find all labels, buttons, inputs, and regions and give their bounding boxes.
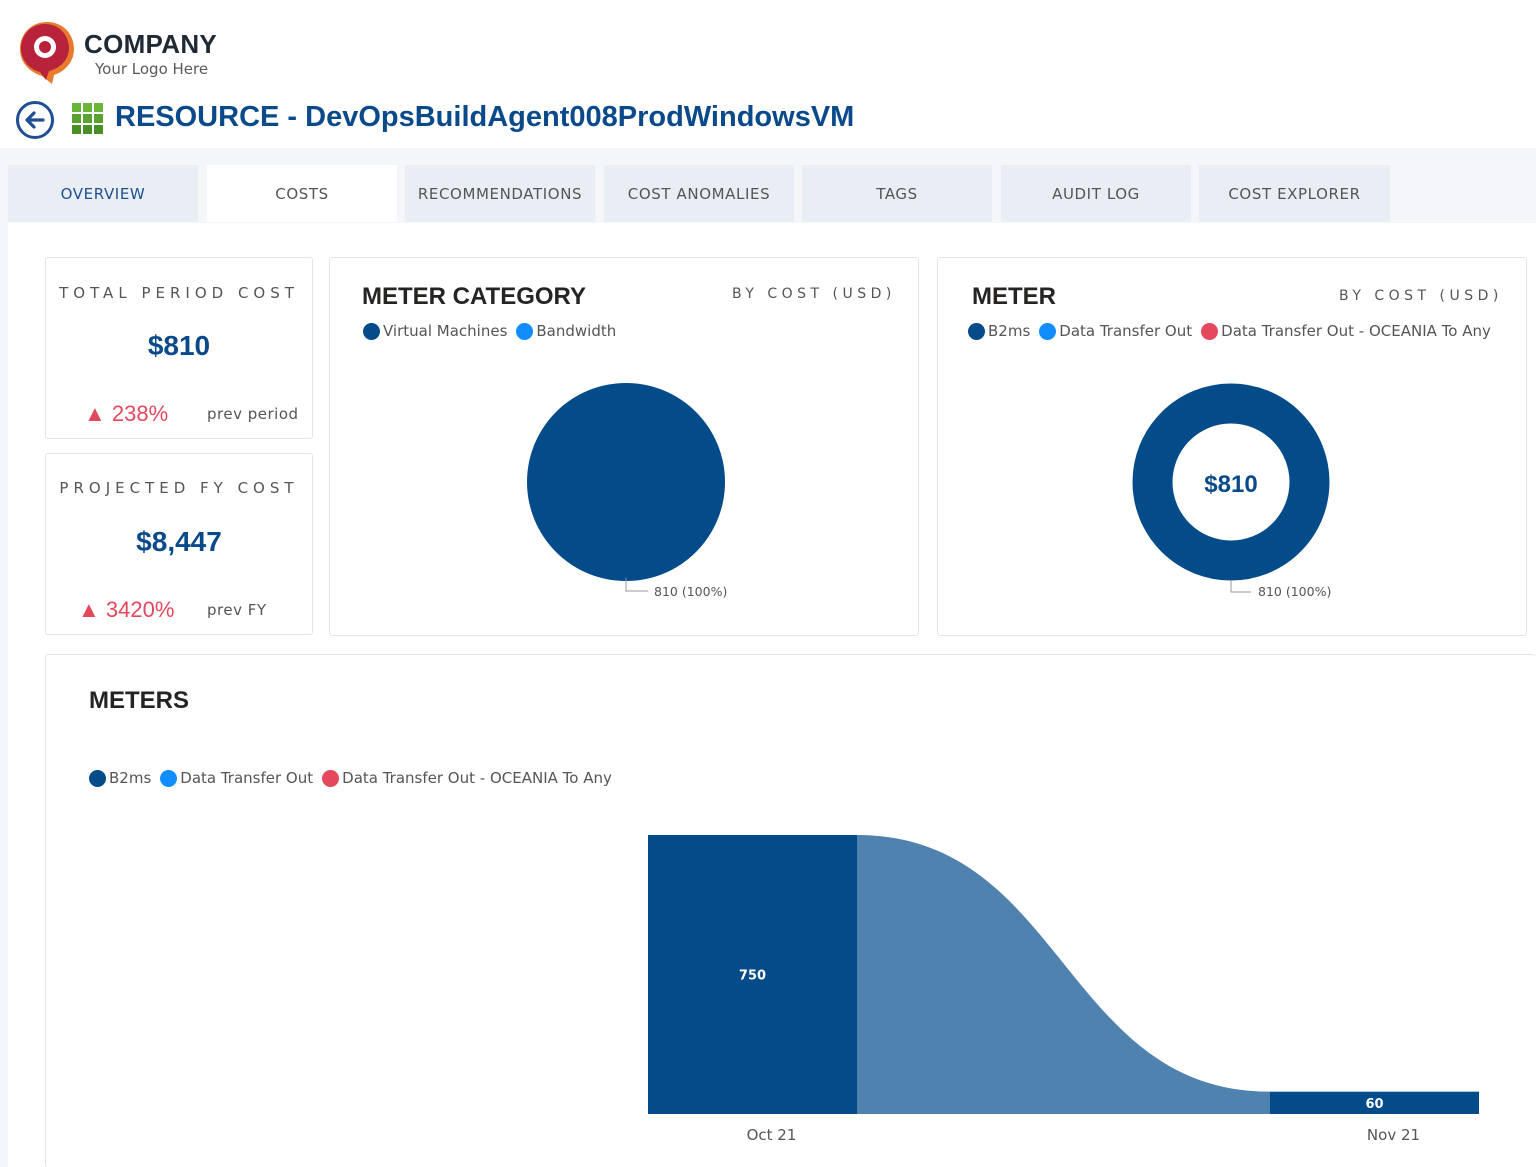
company-logo-icon	[20, 22, 74, 84]
card-title: METERS	[89, 687, 190, 714]
x-axis-tick-label: Oct 21	[747, 1126, 797, 1144]
meter-donut-chart: $810 810 (100%)	[1132, 383, 1331, 599]
kpi-delta: ▲ 238%	[84, 401, 169, 426]
legend-item[interactable]: B2ms	[89, 769, 151, 787]
logo-tagline: Your Logo Here	[95, 60, 209, 78]
legend-label: Bandwidth	[536, 322, 617, 340]
kpi-label: TOTAL PERIOD COST	[59, 284, 299, 302]
page-title: RESOURCE - DevOpsBuildAgent008ProdWindow…	[115, 101, 855, 133]
legend-label: Data Transfer Out - OCEANIA To Any	[1221, 322, 1491, 340]
chart-legend: B2ms Data Transfer Out Data Transfer Out…	[89, 769, 621, 787]
kpi-total-period-cost: TOTAL PERIOD COST $810 ▲ 238% prev perio…	[45, 257, 313, 439]
card-subtitle: BY COST (USD)	[1339, 288, 1503, 304]
kpi-delta: ▲ 3420%	[78, 597, 175, 622]
legend-item[interactable]: Data Transfer Out - OCEANIA To Any	[1201, 322, 1491, 340]
data-label-leader	[625, 578, 648, 592]
card-title: METER CATEGORY	[362, 283, 587, 310]
back-arrow-icon[interactable]	[15, 100, 55, 140]
chart-legend: Virtual Machines Bandwidth	[363, 322, 625, 340]
legend-label: Data Transfer Out	[1059, 322, 1193, 340]
donut-data-label: 810 (100%)	[1258, 584, 1331, 599]
legend-dot-icon	[516, 322, 534, 340]
data-label-leader	[1230, 580, 1251, 593]
tab-audit-log[interactable]: AUDIT LOG	[1001, 165, 1191, 222]
meter-category-pie-chart: 810 (100%)	[527, 383, 727, 599]
kpi-value: $810	[147, 330, 211, 361]
bar-b2ms-nov-21[interactable]	[1270, 1091, 1479, 1114]
kpi-prev-label: prev FY	[207, 601, 267, 619]
legend-item[interactable]: Virtual Machines	[363, 322, 507, 340]
meter-card: METER BY COST (USD) B2ms Data Transfer O…	[937, 257, 1527, 636]
resource-grid-icon	[72, 103, 103, 134]
kpi-projected-fy-cost: PROJECTED FY COST $8,447 ▲ 3420% prev FY	[45, 453, 313, 635]
chart-legend: B2ms Data Transfer Out Data Transfer Out…	[968, 322, 1500, 340]
bar-data-label: 750	[739, 969, 766, 984]
donut-center-value: $810	[1204, 471, 1257, 498]
legend-dot-icon	[160, 769, 178, 787]
legend-item[interactable]: Data Transfer Out	[160, 769, 313, 787]
legend-item[interactable]: Data Transfer Out	[1039, 322, 1192, 340]
legend-dot-icon	[363, 322, 380, 340]
legend-label: Data Transfer Out	[180, 769, 314, 787]
legend-dot-icon	[968, 322, 985, 340]
legend-item[interactable]: Data Transfer Out - OCEANIA To Any	[322, 769, 612, 787]
meters-ribbon-chart: 750 Oct 21 60 Nov 21	[648, 835, 1479, 1144]
legend-label: Data Transfer Out - OCEANIA To Any	[342, 769, 612, 787]
top-bar: COMPANY Your Logo Here RESOURCE - DevOps…	[0, 0, 1536, 148]
tab-cost-explorer[interactable]: COST EXPLORER	[1199, 165, 1390, 222]
ribbon-b2ms[interactable]	[857, 835, 1270, 1114]
legend-dot-icon	[1201, 322, 1219, 340]
donut-slice-b2ms[interactable]	[1132, 383, 1330, 581]
x-axis-tick-label: Nov 21	[1367, 1126, 1420, 1144]
pie-slice-virtual-machines[interactable]	[527, 383, 725, 581]
tab-recommendations[interactable]: RECOMMENDATIONS	[405, 165, 595, 222]
legend-label: Virtual Machines	[383, 322, 508, 340]
legend-dot-icon	[322, 769, 340, 787]
tab-tags[interactable]: TAGS	[802, 165, 992, 222]
meter-category-card: METER CATEGORY BY COST (USD) Virtual Mac…	[329, 257, 919, 636]
bar-data-label: 60	[1365, 1097, 1383, 1112]
legend-label: B2ms	[988, 322, 1031, 340]
legend-item[interactable]: B2ms	[968, 322, 1030, 340]
company-name: COMPANY	[84, 29, 218, 59]
kpi-label: PROJECTED FY COST	[59, 479, 299, 497]
tab-costs[interactable]: COSTS	[207, 165, 397, 222]
card-title: METER	[972, 283, 1056, 310]
meters-card: METERS B2ms Data Transfer Out Data Trans…	[45, 654, 1536, 1167]
tab-cost-anomalies[interactable]: COST ANOMALIES	[604, 165, 794, 222]
legend-label: B2ms	[109, 769, 152, 787]
card-subtitle: BY COST (USD)	[732, 286, 896, 302]
tab-overview[interactable]: OVERVIEW	[8, 165, 198, 222]
legend-item[interactable]: Bandwidth	[516, 322, 616, 340]
legend-dot-icon	[1039, 322, 1057, 340]
kpi-prev-label: prev period	[207, 405, 299, 423]
pie-data-label: 810 (100%)	[654, 584, 727, 599]
bar-b2ms-oct-21[interactable]	[648, 835, 857, 1114]
kpi-value: $8,447	[136, 526, 222, 557]
legend-dot-icon	[89, 769, 106, 787]
